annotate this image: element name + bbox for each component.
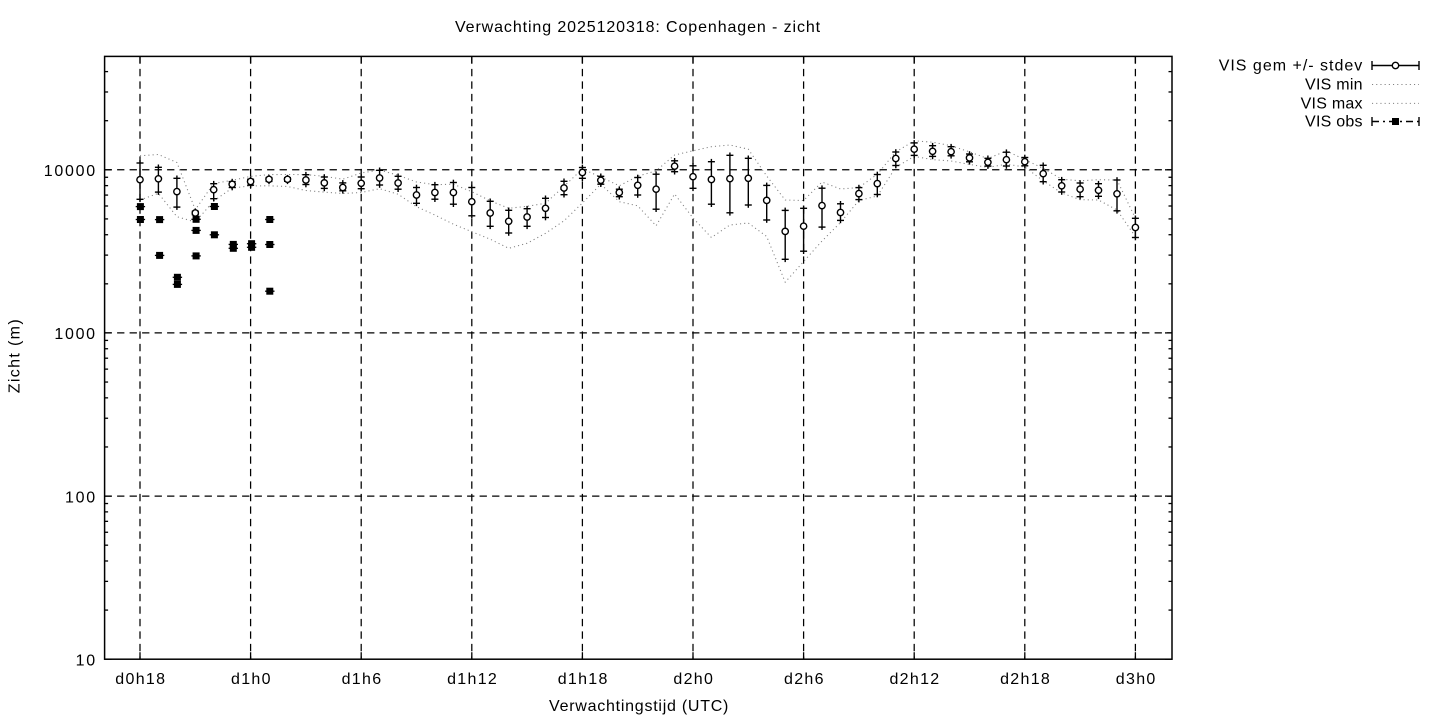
svg-text:10000: 10000 (44, 163, 97, 180)
svg-text:Zicht (m): Zicht (m) (6, 318, 23, 393)
svg-text:VIS max: VIS max (1301, 96, 1363, 113)
svg-text:d1h18: d1h18 (558, 671, 609, 688)
svg-text:100: 100 (65, 489, 97, 506)
svg-text:d2h12: d2h12 (889, 671, 940, 688)
svg-text:d1h12: d1h12 (447, 671, 498, 688)
svg-text:Verwachtingstijd (UTC): Verwachtingstijd (UTC) (549, 698, 729, 715)
svg-text:VIS obs: VIS obs (1305, 114, 1363, 131)
svg-text:d1h6: d1h6 (342, 671, 383, 688)
svg-text:d0h18: d0h18 (115, 671, 166, 688)
svg-text:d1h0: d1h0 (231, 671, 272, 688)
svg-text:d2h18: d2h18 (1000, 671, 1051, 688)
svg-text:VIS gem +/- stdev: VIS gem +/- stdev (1219, 58, 1364, 75)
svg-text:10: 10 (76, 653, 97, 670)
svg-text:Verwachting 2025120318: Copenh: Verwachting 2025120318: Copenhagen - zic… (455, 19, 821, 36)
svg-text:d2h6: d2h6 (784, 671, 825, 688)
svg-text:d2h0: d2h0 (673, 671, 714, 688)
svg-text:1000: 1000 (54, 326, 96, 343)
svg-text:VIS min: VIS min (1305, 77, 1363, 94)
svg-text:d3h0: d3h0 (1116, 671, 1157, 688)
